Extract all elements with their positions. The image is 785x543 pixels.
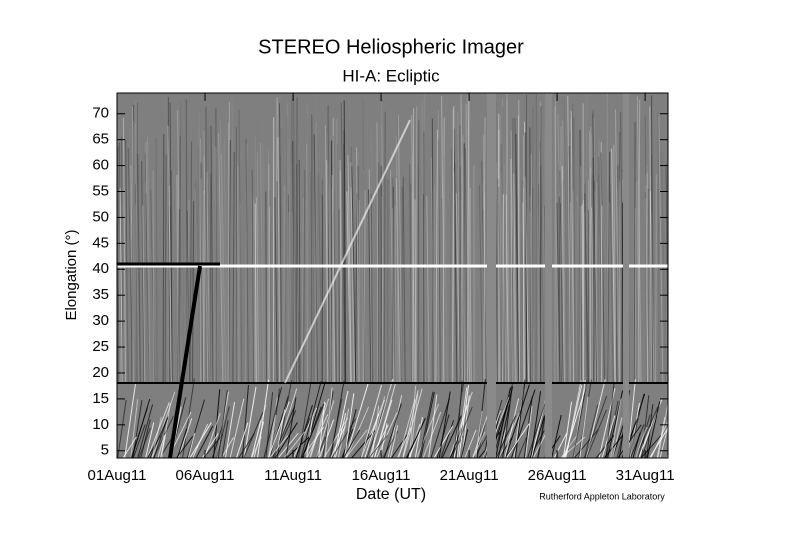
y-tick-label: 35 (92, 286, 109, 303)
texture (588, 210, 589, 383)
x-tick-label: 01Aug11 (88, 467, 147, 484)
texture (416, 106, 417, 383)
x-tick-label: 06Aug11 (176, 467, 235, 484)
texture (574, 117, 575, 383)
texture (163, 134, 164, 383)
y-tick-label: 60 (92, 157, 109, 174)
data-gap (487, 93, 496, 458)
x-tick-label: 21Aug11 (440, 467, 499, 484)
y-tick-label: 30 (92, 312, 109, 329)
texture (395, 206, 396, 383)
y-tick-label: 70 (92, 105, 109, 122)
texture (337, 119, 338, 383)
y-tick-label: 25 (92, 338, 109, 355)
y-axis-label: Elongation (°) (63, 229, 80, 320)
x-tick-label: 26Aug11 (528, 467, 587, 484)
credit: Rutherford Appleton Laboratory (539, 491, 665, 501)
y-tick-label: 65 (92, 131, 109, 148)
y-tick-label: 15 (92, 390, 109, 407)
y-tick-label: 45 (92, 234, 109, 251)
texture (381, 166, 382, 383)
chart-subtitle: HI-A: Ecliptic (342, 66, 440, 85)
data-gap (623, 93, 629, 458)
chart-title: STEREO Heliospheric Imager (258, 36, 524, 58)
y-tick-label: 40 (92, 260, 109, 277)
data-gap (545, 93, 552, 458)
x-tick-label: 16Aug11 (352, 467, 411, 484)
y-tick-label: 50 (92, 208, 109, 225)
texture (438, 110, 439, 383)
jmap-image (116, 93, 683, 458)
x-axis-label: Date (UT) (356, 486, 426, 503)
y-tick-label: 55 (92, 182, 109, 199)
x-tick-label: 11Aug11 (264, 467, 322, 484)
texture (333, 118, 334, 383)
texture (134, 136, 135, 383)
x-tick-label: 31Aug11 (616, 467, 675, 484)
y-tick-label: 20 (92, 364, 109, 381)
y-tick-label: 5 (101, 442, 109, 459)
y-tick-label: 10 (92, 416, 109, 433)
texture (236, 127, 237, 383)
